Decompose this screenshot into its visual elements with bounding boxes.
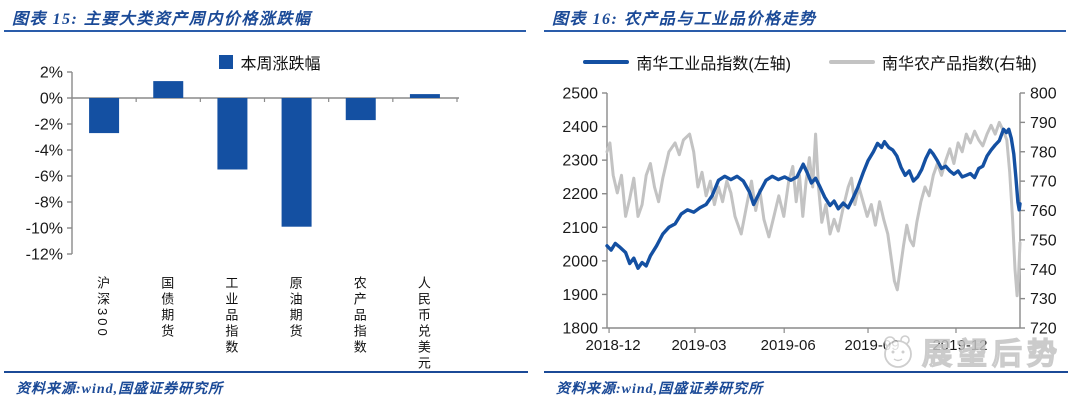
figure-15-panel: 图表 15: 主要大类资产周内价格涨跌幅 本周涨跌幅 2% 0% -2% -4% -6%… bbox=[0, 11, 540, 397]
svg-text:750: 750 bbox=[1030, 232, 1057, 249]
figure-15-footer-divider bbox=[4, 371, 528, 373]
bar-category-label: 沪深300 bbox=[95, 276, 111, 339]
watermark-logo-icon bbox=[884, 335, 912, 368]
svg-text:760: 760 bbox=[1030, 203, 1057, 220]
svg-text:1900: 1900 bbox=[562, 287, 598, 304]
legend-label-agricultural: 南华农产品指数(右轴) bbox=[882, 56, 1037, 73]
svg-text:2500: 2500 bbox=[562, 86, 598, 103]
svg-text:-8%: -8% bbox=[35, 195, 63, 212]
svg-text:2300: 2300 bbox=[562, 153, 598, 170]
svg-text:800: 800 bbox=[1030, 86, 1057, 103]
legend-swatch-icon bbox=[219, 55, 234, 69]
figure-16-panel: 图表 16: 农产品与工业品价格走势 南华工业品指数(左轴) 南华农产品指数(右… bbox=[540, 0, 1080, 406]
svg-text:2018-12: 2018-12 bbox=[586, 337, 641, 354]
svg-text:-12%: -12% bbox=[26, 247, 63, 264]
svg-text:730: 730 bbox=[1030, 291, 1057, 308]
svg-text:780: 780 bbox=[1030, 144, 1057, 161]
bar-legend-label: 本周涨跌幅 bbox=[240, 56, 321, 73]
bar-category-label: 人民币兑美元 bbox=[415, 276, 431, 372]
svg-text:-4%: -4% bbox=[35, 143, 63, 160]
svg-text:-10%: -10% bbox=[26, 221, 63, 238]
watermark: 展望后势 bbox=[878, 329, 1062, 373]
bar-category-label: 国债期货 bbox=[159, 276, 175, 340]
figure-16-footer-divider bbox=[544, 371, 1068, 373]
svg-text:2200: 2200 bbox=[562, 186, 598, 203]
svg-text:2019-09: 2019-09 bbox=[844, 337, 899, 354]
legend-line-industrial-icon bbox=[583, 60, 630, 64]
legend-line-agricultural-icon bbox=[829, 60, 875, 64]
bar-category-label: 原油期货 bbox=[287, 276, 303, 340]
svg-text:1800: 1800 bbox=[562, 321, 598, 338]
legend-label-industrial: 南华工业品指数(左轴) bbox=[636, 56, 791, 73]
bar-chart-legend: 本周涨跌幅 bbox=[0, 52, 540, 73]
line-chart-legend: 南华工业品指数(左轴) 南华农产品指数(右轴) bbox=[540, 52, 1080, 73]
svg-text:2019-12: 2019-12 bbox=[932, 337, 987, 354]
figure-16-title-divider bbox=[544, 30, 1066, 32]
svg-text:740: 740 bbox=[1030, 262, 1057, 279]
svg-text:2019-06: 2019-06 bbox=[761, 337, 816, 354]
svg-text:-2%: -2% bbox=[35, 117, 63, 134]
figure-15-source: 资料来源:wind,国盛证券研究所 bbox=[16, 382, 224, 397]
svg-text:2400: 2400 bbox=[562, 119, 598, 136]
figure-16-source: 资料来源:wind,国盛证券研究所 bbox=[556, 382, 764, 397]
watermark-text: 展望后势 bbox=[921, 337, 1062, 371]
svg-text:790: 790 bbox=[1030, 115, 1057, 132]
figure-15-title: 图表 15: 主要大类资产周内价格涨跌幅 bbox=[12, 11, 312, 28]
figure-16-title: 图表 16: 农产品与工业品价格走势 bbox=[552, 11, 817, 28]
bar-category-label: 工业品指数 bbox=[223, 276, 239, 356]
svg-text:-6%: -6% bbox=[35, 169, 63, 186]
svg-text:2000: 2000 bbox=[562, 253, 598, 270]
svg-text:2019-03: 2019-03 bbox=[671, 337, 726, 354]
svg-text:2100: 2100 bbox=[562, 220, 598, 237]
svg-text:770: 770 bbox=[1030, 174, 1057, 191]
svg-text:720: 720 bbox=[1030, 321, 1057, 338]
svg-text:0%: 0% bbox=[40, 91, 63, 108]
bar-category-label: 农产品指数 bbox=[351, 276, 367, 356]
figure-15-title-divider bbox=[4, 30, 526, 32]
